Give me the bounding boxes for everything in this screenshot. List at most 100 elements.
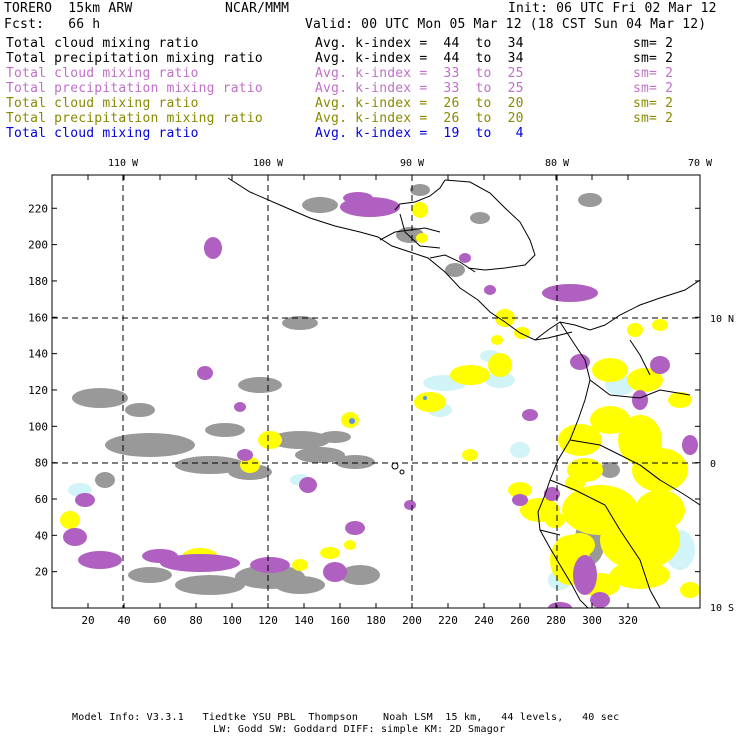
x-tick-label: 40 xyxy=(117,614,130,627)
cloud-blob xyxy=(578,193,602,207)
y-tick-label: 20 xyxy=(35,566,48,579)
x-tick-label: 20 xyxy=(81,614,94,627)
cloud-blob xyxy=(544,487,560,501)
cloud-blob xyxy=(63,528,87,546)
cloud-blob xyxy=(600,462,620,478)
cloud-blob xyxy=(299,477,317,493)
y-tick-label: 180 xyxy=(28,275,48,288)
cloud-blob xyxy=(565,475,585,491)
cloud-blob xyxy=(302,197,338,213)
organization-label: NCAR/MMM xyxy=(225,1,290,16)
model-info-line2: LW: Godd SW: Goddard DIFF: simple KM: 2D… xyxy=(213,724,506,735)
cloud-blob xyxy=(197,366,213,380)
x-tick-label: 80 xyxy=(189,614,202,627)
y-tick-label: 200 xyxy=(28,239,48,252)
valid-time: Valid: 00 UTC Mon 05 Mar 12 (18 CST Sun … xyxy=(305,17,707,32)
coastline-path xyxy=(444,179,536,271)
legend-sm-4: sm= 2 xyxy=(633,96,674,111)
cloud-blob xyxy=(250,557,290,573)
map-contents xyxy=(52,175,700,608)
legend-sm-1: sm= 2 xyxy=(633,51,674,66)
coastline-path xyxy=(549,479,661,608)
coastline-path xyxy=(379,227,441,241)
longitude-label: 90 W xyxy=(400,158,425,169)
cloud-blob xyxy=(450,365,490,385)
cloud-blob xyxy=(125,403,155,417)
cloud-blob xyxy=(573,555,597,595)
y-tick-label: 220 xyxy=(28,202,48,215)
cloud-blob xyxy=(142,549,178,563)
cloud-blob xyxy=(270,431,330,449)
cloud-blob xyxy=(95,472,115,488)
cloud-blob xyxy=(292,559,308,571)
cloud-blob xyxy=(680,582,700,598)
cloud-blob xyxy=(204,237,222,259)
legend-kindex-3: Avg. k-index = 33 to 25 xyxy=(315,81,524,96)
cloud-blob xyxy=(128,567,172,583)
y-tick-label: 100 xyxy=(28,420,48,433)
legend-field-0: Total cloud mixing ratio xyxy=(6,36,199,51)
coastline-path xyxy=(639,464,700,506)
cloud-blob xyxy=(275,576,325,594)
legend-sm-3: sm= 2 xyxy=(633,81,674,96)
legend-field-4: Total cloud mixing ratio xyxy=(6,96,199,111)
latitude-label: 0 xyxy=(710,459,716,470)
longitude-label: 100 W xyxy=(253,158,284,169)
legend-sm-0: sm= 2 xyxy=(633,36,674,51)
coastline-path xyxy=(227,177,573,341)
cloud-blob xyxy=(237,449,253,461)
legend-kindex-6: Avg. k-index = 19 to 4 xyxy=(315,126,524,141)
cloud-blob xyxy=(548,602,572,608)
cloud-blob xyxy=(627,368,663,392)
cloud-blob xyxy=(652,319,668,331)
forecast-hour: Fcst: 66 h xyxy=(4,17,101,32)
cloud-blob xyxy=(72,388,128,408)
y-tick-label: 160 xyxy=(28,311,48,324)
cloud-blob xyxy=(319,431,351,443)
cloud-blob xyxy=(470,212,490,224)
legend-kindex-5: Avg. k-index = 26 to 20 xyxy=(315,111,524,126)
cloud-blob xyxy=(491,335,503,345)
model-title: TORERO 15km ARW xyxy=(4,1,133,16)
cloud-blob xyxy=(258,431,282,449)
cloud-blob xyxy=(175,456,245,474)
model-info-line1: Model Info: V3.3.1 Tiedtke YSU PBL Thomp… xyxy=(72,712,620,723)
longitude-label: 110 W xyxy=(108,158,139,169)
y-tick-label: 80 xyxy=(35,457,48,470)
cloud-blob xyxy=(627,323,643,337)
cloud-blob xyxy=(610,561,670,589)
cloud-blob xyxy=(345,521,365,535)
cloud-blob xyxy=(404,500,416,510)
legend-sm-5: sm= 2 xyxy=(633,111,674,126)
cloud-blob xyxy=(545,512,565,528)
cloud-blob xyxy=(323,562,347,582)
legend-field-6: Total cloud mixing ratio xyxy=(6,126,199,141)
cloud-blob xyxy=(635,490,685,530)
cloud-blob xyxy=(205,423,245,437)
cloud-blob xyxy=(632,448,688,492)
coastline-path xyxy=(589,379,691,399)
legend-field-5: Total precipitation mixing ratio xyxy=(6,111,263,126)
cloud-blob xyxy=(295,447,345,463)
cloud-blob xyxy=(343,192,373,204)
cloud-blob xyxy=(512,494,528,506)
cloud-blob xyxy=(238,377,282,393)
legend-field-1: Total precipitation mixing ratio xyxy=(6,51,263,66)
longitude-label: 80 W xyxy=(545,158,570,169)
cloud-blob xyxy=(105,433,195,457)
cloud-blob xyxy=(484,285,496,295)
x-tick-label: 200 xyxy=(402,614,422,627)
coastline-path xyxy=(629,339,651,376)
coastline-path xyxy=(539,529,561,536)
cloud-blob xyxy=(414,392,446,412)
y-tick-label: 40 xyxy=(35,529,48,542)
cloud-blob xyxy=(445,263,465,277)
cloud-blob xyxy=(592,358,628,382)
cloud-blob xyxy=(650,356,670,374)
cloud-blob xyxy=(416,233,428,243)
coastline-path xyxy=(399,469,405,475)
y-tick-label: 140 xyxy=(28,348,48,361)
legend-field-2: Total cloud mixing ratio xyxy=(6,66,199,81)
cloud-blob xyxy=(632,390,648,410)
cloud-blob xyxy=(514,327,530,339)
